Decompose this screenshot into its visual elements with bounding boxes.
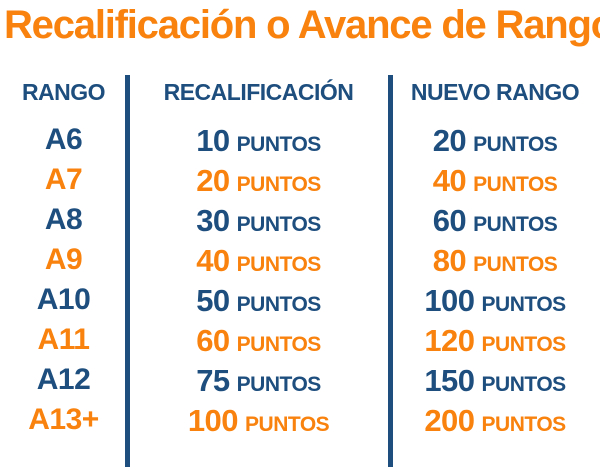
points-suffix: PUNTOS: [236, 213, 322, 236]
points-suffix: PUNTOS: [481, 333, 567, 356]
points-suffix: PUNTOS: [236, 373, 322, 396]
points-suffix: PUNTOS: [236, 133, 322, 156]
nuevo-rango-cell: 60 PUNTOS: [390, 203, 600, 243]
recalificacion-cell: 60 PUNTOS: [127, 323, 390, 363]
column-header-rango: RANGO: [21, 79, 106, 105]
nuevo-rango-cell: 150 PUNTOS: [390, 363, 600, 403]
recalificacion-cell: 30 PUNTOS: [127, 203, 390, 243]
rank-cell: A8: [44, 203, 83, 236]
rank-cell: A6: [44, 123, 83, 156]
rank-table: RANGO RECALIFICACIÓN NUEVO RANGO A6 10 PU…: [0, 75, 600, 467]
recalificacion-cell: 50 PUNTOS: [127, 283, 390, 323]
points-suffix: PUNTOS: [473, 253, 558, 276]
points-suffix: PUNTOS: [236, 253, 322, 276]
rank-cell: A7: [44, 163, 83, 196]
nuevo-rango-cell: 20 PUNTOS: [390, 123, 600, 163]
rank-cell: A11: [37, 323, 90, 356]
points-suffix: PUNTOS: [481, 373, 567, 396]
points-value: 75: [196, 363, 230, 398]
points-value: 20: [432, 123, 467, 158]
points-value: 50: [196, 283, 230, 318]
points-suffix: PUNTOS: [236, 173, 322, 196]
recalificacion-cell: 40 PUNTOS: [127, 243, 390, 283]
rank-cell: A9: [44, 243, 83, 276]
column-header-recalificacion: RECALIFICACIÓN: [163, 79, 354, 105]
points-value: 80: [432, 243, 467, 278]
column-divider-right: [388, 75, 393, 467]
points-value: 60: [196, 323, 230, 358]
points-value: 30: [196, 203, 230, 238]
rank-table-grid: RANGO RECALIFICACIÓN NUEVO RANGO A6 10 PU…: [0, 75, 600, 443]
points-suffix: PUNTOS: [481, 293, 567, 316]
points-suffix: PUNTOS: [473, 173, 558, 196]
rank-cell: A12: [36, 363, 91, 396]
points-value: 40: [432, 163, 467, 198]
recalificacion-cell: 100 PUNTOS: [127, 403, 390, 443]
column-header-nuevo-rango: NUEVO RANGO: [410, 79, 580, 105]
recalificacion-cell: 75 PUNTOS: [127, 363, 390, 403]
nuevo-rango-cell: 40 PUNTOS: [390, 163, 600, 203]
rank-cell: A13+: [28, 403, 99, 436]
points-suffix: PUNTOS: [236, 333, 322, 356]
points-value: 150: [424, 363, 475, 398]
points-suffix: PUNTOS: [473, 213, 558, 236]
nuevo-rango-cell: 120 PUNTOS: [390, 323, 600, 363]
points-value: 200: [424, 403, 475, 438]
points-value: 40: [196, 243, 230, 278]
points-value: 20: [196, 163, 230, 198]
points-value: 100: [424, 283, 475, 318]
points-value: 60: [432, 203, 467, 238]
rank-cell: A10: [36, 283, 91, 316]
points-suffix: PUNTOS: [481, 413, 567, 436]
points-value: 100: [187, 403, 239, 438]
page-title: Recalificación o Avance de Rango: [4, 3, 600, 47]
points-suffix: PUNTOS: [236, 293, 322, 316]
nuevo-rango-cell: 200 PUNTOS: [390, 403, 600, 443]
nuevo-rango-cell: 80 PUNTOS: [390, 243, 600, 283]
points-value: 120: [424, 323, 475, 358]
recalificacion-cell: 10 PUNTOS: [127, 123, 390, 163]
points-value: 10: [196, 123, 230, 158]
column-divider-left: [125, 75, 130, 467]
points-suffix: PUNTOS: [473, 133, 558, 156]
nuevo-rango-cell: 100 PUNTOS: [390, 283, 600, 323]
recalificacion-cell: 20 PUNTOS: [127, 163, 390, 203]
points-suffix: PUNTOS: [245, 413, 330, 436]
